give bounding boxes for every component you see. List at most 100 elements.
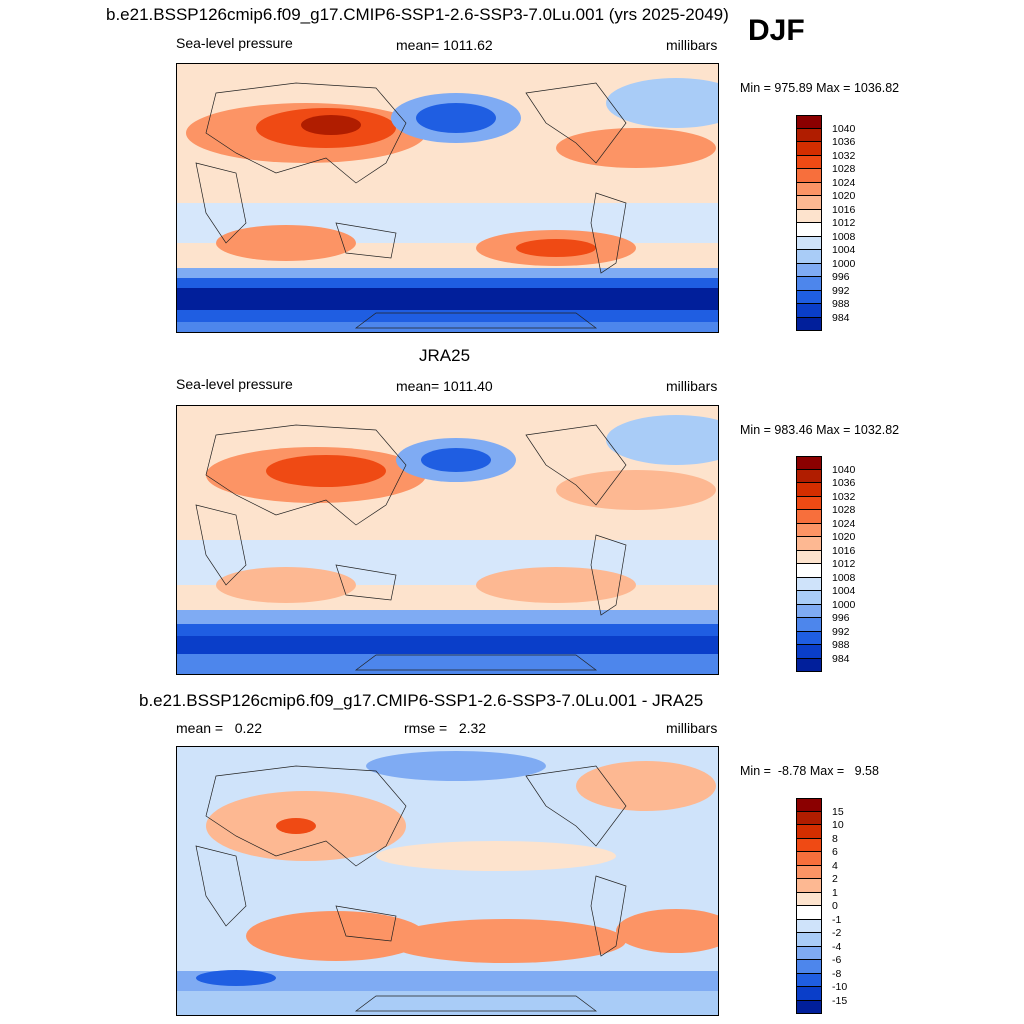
asian-high-core bbox=[301, 115, 361, 135]
panel-3-colorbar bbox=[796, 798, 822, 1014]
coastlines bbox=[195, 82, 627, 329]
colorbar-cell bbox=[796, 811, 822, 825]
panel-3-map bbox=[176, 746, 719, 1016]
panel-2-minmax: Min = 983.46 Max = 1032.82 bbox=[740, 423, 900, 437]
south-indian-positive bbox=[246, 911, 426, 961]
colorbar-cell bbox=[796, 604, 822, 618]
colorbar-tick-label: 8 bbox=[832, 832, 838, 845]
southern-negative-band bbox=[176, 971, 719, 991]
colorbar-cell bbox=[796, 496, 822, 510]
map-frame bbox=[176, 63, 719, 333]
colorbar-tick-label: 0 bbox=[832, 900, 838, 912]
colorbar-tick-label: 988 bbox=[832, 298, 850, 310]
colorbar-tick-label: -4 bbox=[832, 940, 842, 953]
colorbar-cell bbox=[796, 825, 822, 839]
panel-2-units: millibars bbox=[666, 378, 718, 394]
panel-2-variable: Sea-level pressure bbox=[176, 376, 293, 392]
azores-high bbox=[556, 470, 716, 510]
panel-2-colorbar bbox=[796, 456, 822, 672]
colorbar-cell bbox=[796, 317, 822, 331]
colorbar-tick-label: -8 bbox=[832, 967, 842, 980]
colorbar-cell bbox=[796, 591, 822, 605]
colorbar-tick-label: 988 bbox=[832, 639, 850, 651]
panel-1-minmax: Min = 975.89 Max = 1036.82 bbox=[740, 81, 900, 95]
season-label: DJF bbox=[748, 14, 805, 47]
colorbar-tick-label: 1016 bbox=[832, 203, 856, 216]
panel-1-map bbox=[176, 63, 719, 333]
southern-negative-core bbox=[196, 970, 276, 986]
colorbar-tick-label: -2 bbox=[832, 927, 842, 939]
colorbar-cell bbox=[796, 645, 822, 659]
colorbar-tick-label: 1020 bbox=[832, 190, 856, 202]
aleutian-low-inner bbox=[416, 103, 496, 133]
colorbar-cell bbox=[796, 973, 822, 987]
asian-high-inner bbox=[266, 455, 386, 487]
antarctic-band bbox=[176, 654, 719, 675]
colorbar-cell bbox=[796, 946, 822, 960]
colorbar-tick-label: 2 bbox=[832, 873, 838, 885]
antarctic-band bbox=[176, 991, 719, 1016]
antarctic-band bbox=[176, 322, 719, 333]
colorbar-cell bbox=[796, 523, 822, 537]
icelandic-low bbox=[606, 78, 719, 128]
colorbar-cell bbox=[796, 223, 822, 237]
colorbar-cell bbox=[796, 250, 822, 264]
indian-ocean-high bbox=[216, 567, 356, 603]
colorbar-cell bbox=[796, 469, 822, 483]
colorbar-cell bbox=[796, 456, 822, 470]
colorbar-cell bbox=[796, 892, 822, 906]
colorbar-tick-label: 1040 bbox=[832, 463, 856, 476]
southern-band-3 bbox=[176, 636, 719, 654]
icelandic-low bbox=[606, 415, 719, 465]
panel-1-mean: mean= 1011.62 bbox=[396, 37, 493, 53]
colorbar-tick-label: 1000 bbox=[832, 257, 856, 270]
colorbar-cell bbox=[796, 865, 822, 879]
colorbar-tick-label: -6 bbox=[832, 954, 842, 966]
colorbar-tick-label: 1036 bbox=[832, 477, 856, 489]
colorbar-tick-label: 984 bbox=[832, 652, 850, 665]
colorbar-cell bbox=[796, 564, 822, 578]
colorbar-cell bbox=[796, 115, 822, 129]
colorbar-cell bbox=[796, 550, 822, 564]
map-frame bbox=[176, 405, 719, 675]
colorbar-tick-label: -15 bbox=[832, 994, 848, 1007]
colorbar-cell bbox=[796, 1000, 822, 1014]
coastlines bbox=[195, 765, 627, 1012]
tropical-pacific-positive bbox=[376, 841, 616, 871]
tibet-positive-core bbox=[276, 818, 316, 834]
colorbar-cell bbox=[796, 290, 822, 304]
colorbar-cell bbox=[796, 658, 822, 672]
colorbar-tick-label: 1020 bbox=[832, 531, 856, 543]
panel-3-units: millibars bbox=[666, 720, 718, 736]
colorbar-cell bbox=[796, 483, 822, 497]
coastlines bbox=[195, 424, 627, 671]
colorbar-cell bbox=[796, 618, 822, 632]
colorbar-tick-label: 996 bbox=[832, 612, 850, 624]
colorbar-cell bbox=[796, 879, 822, 893]
colorbar-tick-label: 1012 bbox=[832, 558, 856, 570]
panel-3-minmax: Min = -8.78 Max = 9.58 bbox=[740, 764, 879, 778]
map-frame bbox=[176, 746, 719, 1016]
colorbar-tick-label: 1016 bbox=[832, 544, 856, 557]
colorbar-tick-label: 1024 bbox=[832, 517, 856, 530]
colorbar-cell bbox=[796, 987, 822, 1001]
colorbar-cell bbox=[796, 304, 822, 318]
colorbar-tick-label: 1032 bbox=[832, 149, 856, 162]
panel-1-variable: Sea-level pressure bbox=[176, 35, 293, 51]
colorbar-cell bbox=[796, 919, 822, 933]
colorbar-tick-label: 1012 bbox=[832, 217, 856, 229]
colorbar-tick-label: 992 bbox=[832, 284, 850, 297]
colorbar-tick-label: 1040 bbox=[832, 122, 856, 135]
colorbar-tick-label: 4 bbox=[832, 859, 838, 872]
south-pacific-positive bbox=[386, 919, 626, 963]
colorbar-cell bbox=[796, 169, 822, 183]
colorbar-tick-label: 1024 bbox=[832, 176, 856, 189]
colorbar-tick-label: 1004 bbox=[832, 585, 856, 597]
southern-band-2 bbox=[176, 278, 719, 290]
colorbar-cell bbox=[796, 852, 822, 866]
aleutian-low-inner bbox=[421, 448, 491, 472]
south-pacific-high-core bbox=[516, 239, 596, 257]
panel-1-colorbar bbox=[796, 115, 822, 331]
panel-3-rmse: rmse = 2.32 bbox=[404, 720, 487, 736]
colorbar-tick-label: 10 bbox=[832, 819, 844, 831]
